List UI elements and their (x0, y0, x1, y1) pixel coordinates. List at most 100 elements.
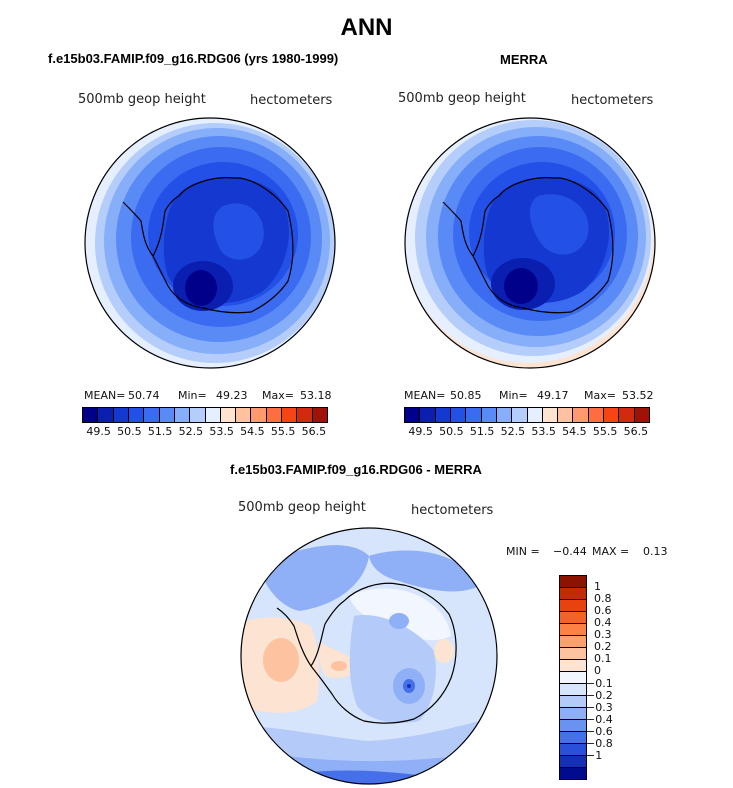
diff-variable-label: 500mb geop height (238, 500, 366, 515)
diff-units-label: hectometers (411, 503, 494, 518)
colorbar-swatch (560, 660, 586, 672)
colorbar-swatch (312, 408, 327, 422)
diff-panel-title: f.e15b03.FAMIP.f09_g16.RDG06 - MERRA (230, 462, 482, 477)
colorbar-swatch (266, 408, 283, 422)
diff-colorbar (559, 575, 587, 780)
colorbar-tick-label: 0.4 (594, 616, 612, 630)
panel1-polar-map (84, 117, 336, 369)
diff-min-value: −0.44 (553, 545, 587, 558)
colorbar-tick-label: 53.5 (531, 425, 556, 438)
panel2-mean-label: MEAN= (404, 389, 446, 402)
colorbar-swatch (297, 408, 313, 422)
diff-max-value: 0.13 (643, 545, 668, 558)
panel2-units-label: hectometers (571, 93, 654, 108)
colorbar-swatch (481, 408, 497, 422)
panel2-colorbar-ticks: 49.5 50.5 51.5 52.5 53.5 54.5 55.5 56.5 (404, 425, 650, 439)
colorbar-swatch (144, 408, 160, 422)
panel1-title: f.e15b03.FAMIP.f09_g16.RDG06 (yrs 1980-1… (48, 51, 339, 66)
colorbar-swatch (190, 408, 206, 422)
colorbar-tick-label: −1 (586, 748, 603, 762)
colorbar-swatch (604, 408, 620, 422)
colorbar-swatch (236, 408, 252, 422)
colorbar-swatch (560, 720, 586, 732)
colorbar-swatch (466, 408, 482, 422)
colorbar-tick-label: 0.2 (594, 640, 612, 654)
colorbar-swatch (251, 408, 267, 422)
panel1-max-value: 53.18 (300, 389, 332, 402)
colorbar-swatch (205, 408, 221, 422)
colorbar-tick-label: 55.5 (270, 425, 296, 438)
colorbar-tick-label: −0.2 (586, 688, 613, 702)
figure-title: ANN (340, 14, 393, 41)
colorbar-tick-label: 0.3 (594, 628, 612, 642)
colorbar-swatch (220, 408, 237, 422)
colorbar-tick-label: 0.1 (594, 652, 612, 666)
colorbar-swatch (282, 408, 298, 422)
colorbar-swatch (560, 648, 586, 660)
colorbar-swatch (128, 408, 145, 422)
colorbar-swatch (558, 408, 574, 422)
colorbar-tick-label: 52.5 (500, 425, 526, 438)
colorbar-swatch (512, 408, 528, 422)
colorbar-swatch (560, 624, 586, 636)
colorbar-tick-label: 0.6 (594, 604, 612, 618)
colorbar-swatch (560, 612, 586, 624)
colorbar-tick-label: 0 (594, 664, 601, 678)
panel1-variable-label: 500mb geop height (78, 92, 206, 107)
colorbar-tick-label: 50.5 (117, 425, 142, 438)
colorbar-swatch (113, 408, 129, 422)
panel2-max-label: Max= (584, 389, 616, 402)
colorbar-swatch (560, 696, 586, 708)
colorbar-swatch (496, 408, 513, 422)
colorbar-swatch (159, 408, 175, 422)
colorbar-tick-label: −0.8 (586, 736, 613, 750)
colorbar-swatch (435, 408, 451, 422)
colorbar-tick-label: 50.5 (439, 425, 464, 438)
panel1-mean-label: MEAN= (84, 389, 126, 402)
colorbar-tick-label: 51.5 (147, 425, 173, 438)
colorbar-swatch (405, 408, 421, 422)
colorbar-swatch (560, 732, 586, 744)
colorbar-swatch (560, 744, 586, 756)
colorbar-tick-label: 53.5 (209, 425, 234, 438)
colorbar-tick-label: 49.5 (408, 425, 433, 438)
panel1-min-label: Min= (178, 389, 207, 402)
colorbar-tick-label: 49.5 (86, 425, 111, 438)
diff-polar-map (240, 527, 498, 785)
panel1-min-value: 49.23 (216, 389, 248, 402)
colorbar-swatch (98, 408, 114, 422)
colorbar-swatch (420, 408, 436, 422)
panel1-max-label: Max= (262, 389, 294, 402)
panel2-colorbar (404, 407, 650, 423)
panel2-variable-label: 500mb geop height (398, 91, 526, 106)
colorbar-swatch (174, 408, 191, 422)
colorbar-swatch (560, 756, 586, 768)
panel1-colorbar (82, 407, 328, 423)
colorbar-tick-label: 51.5 (469, 425, 495, 438)
colorbar-tick-label: 54.5 (562, 425, 587, 438)
colorbar-tick-label: 52.5 (178, 425, 204, 438)
panel1-units-label: hectometers (250, 93, 333, 108)
panel2-min-label: Min= (499, 389, 528, 402)
colorbar-swatch (560, 588, 586, 600)
colorbar-swatch (560, 576, 586, 588)
panel1-mean-value: 50.74 (128, 389, 160, 402)
colorbar-tick-label: −0.6 (586, 724, 613, 738)
panel2-min-value: 49.17 (537, 389, 569, 402)
colorbar-swatch (560, 672, 586, 684)
diff-max-label: MAX = (592, 545, 630, 558)
colorbar-swatch (527, 408, 543, 422)
colorbar-tick-label: 0.8 (594, 592, 612, 606)
panel1-colorbar-ticks: 49.5 50.5 51.5 52.5 53.5 54.5 55.5 56.5 (82, 425, 328, 439)
colorbar-tick-label: 56.5 (623, 425, 649, 438)
diff-colorbar-ticks: 1 0.8 0.6 0.4 0.3 0.2 0.1 0 −0.1 −0.2 −0.3 −0.4 −0.6… (586, 575, 630, 780)
colorbar-swatch (542, 408, 559, 422)
colorbar-swatch (560, 768, 586, 779)
colorbar-tick-label: 56.5 (301, 425, 327, 438)
colorbar-swatch (588, 408, 605, 422)
colorbar-swatch (560, 708, 586, 720)
colorbar-swatch (560, 684, 586, 696)
colorbar-tick-label: 54.5 (240, 425, 265, 438)
panel2-title: MERRA (500, 52, 548, 67)
colorbar-swatch (83, 408, 99, 422)
